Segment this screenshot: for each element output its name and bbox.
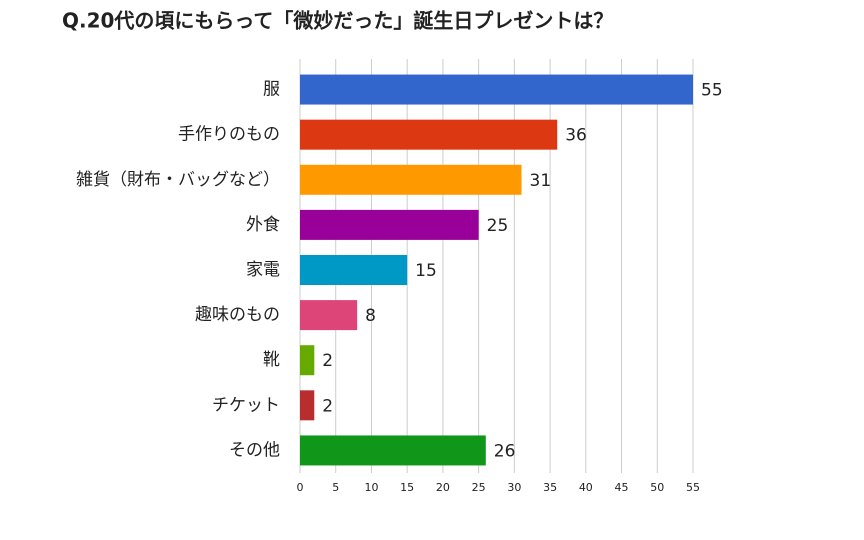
x-tick-label: 10 [364,481,378,494]
bar [300,255,408,285]
x-tick-label: 55 [686,481,700,494]
x-tick-label: 25 [472,481,486,494]
bar [300,209,479,240]
y-tick-label: 靴 [263,350,280,370]
y-tick-label: 服 [263,80,280,100]
data-label: 36 [565,126,587,146]
bar [300,390,315,421]
y-tick-label: 雑貨（財布・バッグなど） [76,170,280,190]
data-label: 55 [701,81,723,101]
bar [300,74,693,105]
data-label: 15 [415,261,437,281]
data-label: 2 [322,351,333,371]
bar [300,435,486,466]
y-tick-label: チケット [212,395,280,415]
y-tick-label: 手作りのもの [178,125,280,145]
data-label: 25 [487,216,509,236]
x-tick-label: 15 [400,481,414,494]
x-tick-label: 30 [507,481,521,494]
data-label: 31 [530,171,552,191]
x-tick-label: 40 [579,481,593,494]
bar [300,119,558,150]
x-tick-label: 50 [650,481,664,494]
x-tick-label: 35 [543,481,557,494]
x-tick-label: 20 [436,481,450,494]
data-label: 2 [322,396,333,416]
y-tick-label: その他 [229,440,280,460]
bar [300,345,315,376]
x-tick-label: 0 [297,481,304,494]
chart-title: Q.20代の頃にもらって「微妙だった」誕生日プレゼントは？ [62,9,613,33]
data-label: 8 [365,306,376,326]
y-tick-label: 家電 [246,260,280,280]
bar [300,164,522,195]
y-tick-label: 趣味のもの [195,305,280,325]
data-label: 26 [494,441,516,461]
y-tick-label: 外食 [246,215,280,235]
x-tick-label: 45 [615,481,629,494]
x-tick-label: 5 [332,481,339,494]
bar [300,300,358,331]
